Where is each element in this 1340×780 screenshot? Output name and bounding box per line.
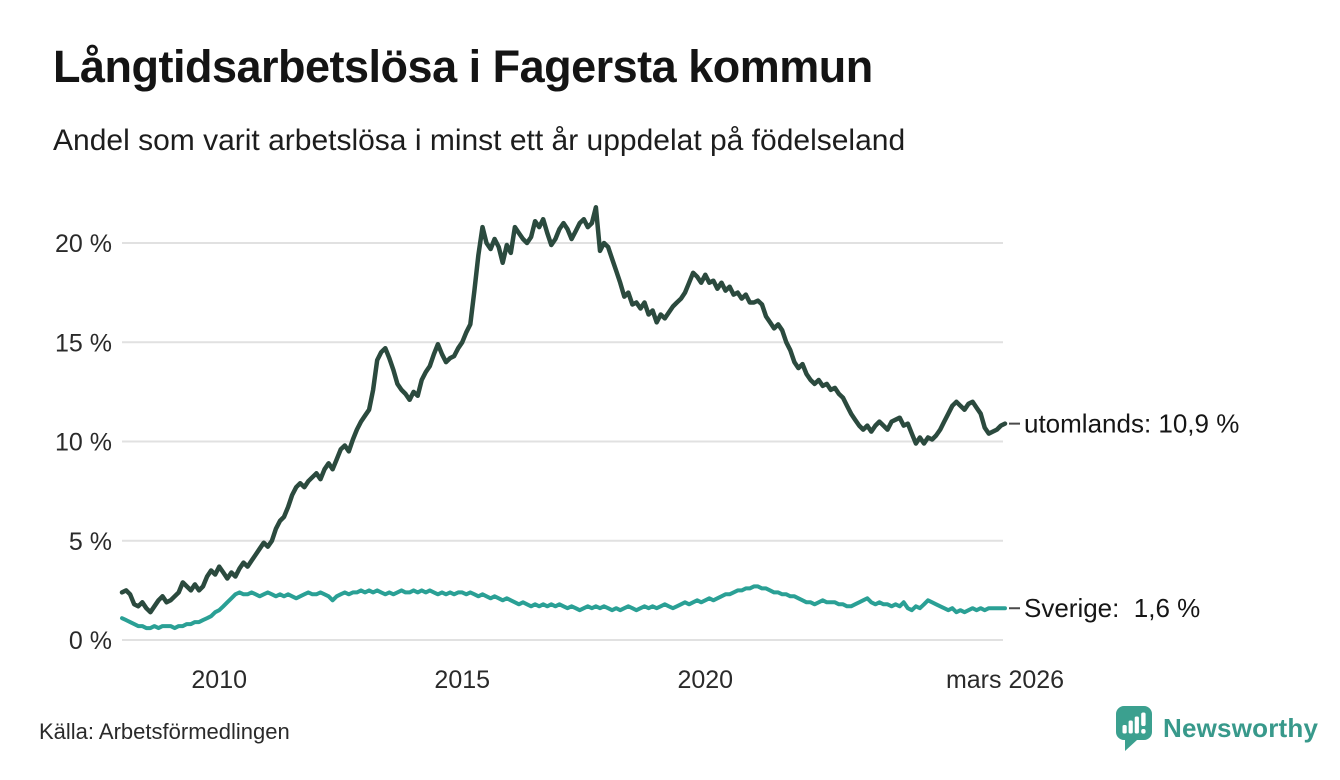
bubble-shape [1116,706,1152,751]
series-line-sverige [120,584,1007,631]
exclamation-stem [1141,712,1146,726]
x-axis-tick-label: 2010 [191,666,247,694]
bar-chart-glyph-bar2 [1128,720,1133,734]
y-axis-tick-label: 5 % [69,528,112,556]
y-axis-tick-label: 20 % [55,230,112,258]
brand-name: Newsworthy [1163,712,1319,743]
series-end-label-sverige: Sverige: 1,6 % [1024,593,1200,623]
series-line-utomlands [119,205,1008,615]
x-axis-tick-label: 2020 [677,666,733,694]
newsworthy-bubble-icon [1116,706,1152,751]
page-title: Långtidsarbetslösa i Fagersta kommun [53,41,873,92]
brand-logo: Newsworthy [1114,704,1318,752]
page-subtitle: Andel som varit arbetslösa i minst ett å… [53,124,906,157]
y-axis-tick-label: 10 % [55,429,112,457]
y-axis-tick-label: 0 % [69,627,112,655]
y-axis-tick-label: 15 % [55,329,112,357]
x-axis-tick-label: mars 2026 [946,666,1064,694]
bar-chart-glyph-bar3 [1134,716,1139,734]
source-note: Källa: Arbetsförmedlingen [39,719,290,744]
exclamation-dot [1141,729,1146,734]
series-end-label-utomlands: utomlands: 10,9 % [1024,409,1239,439]
bar-chart-glyph-bar1 [1122,725,1127,734]
x-axis-tick-label: 2015 [434,666,490,694]
